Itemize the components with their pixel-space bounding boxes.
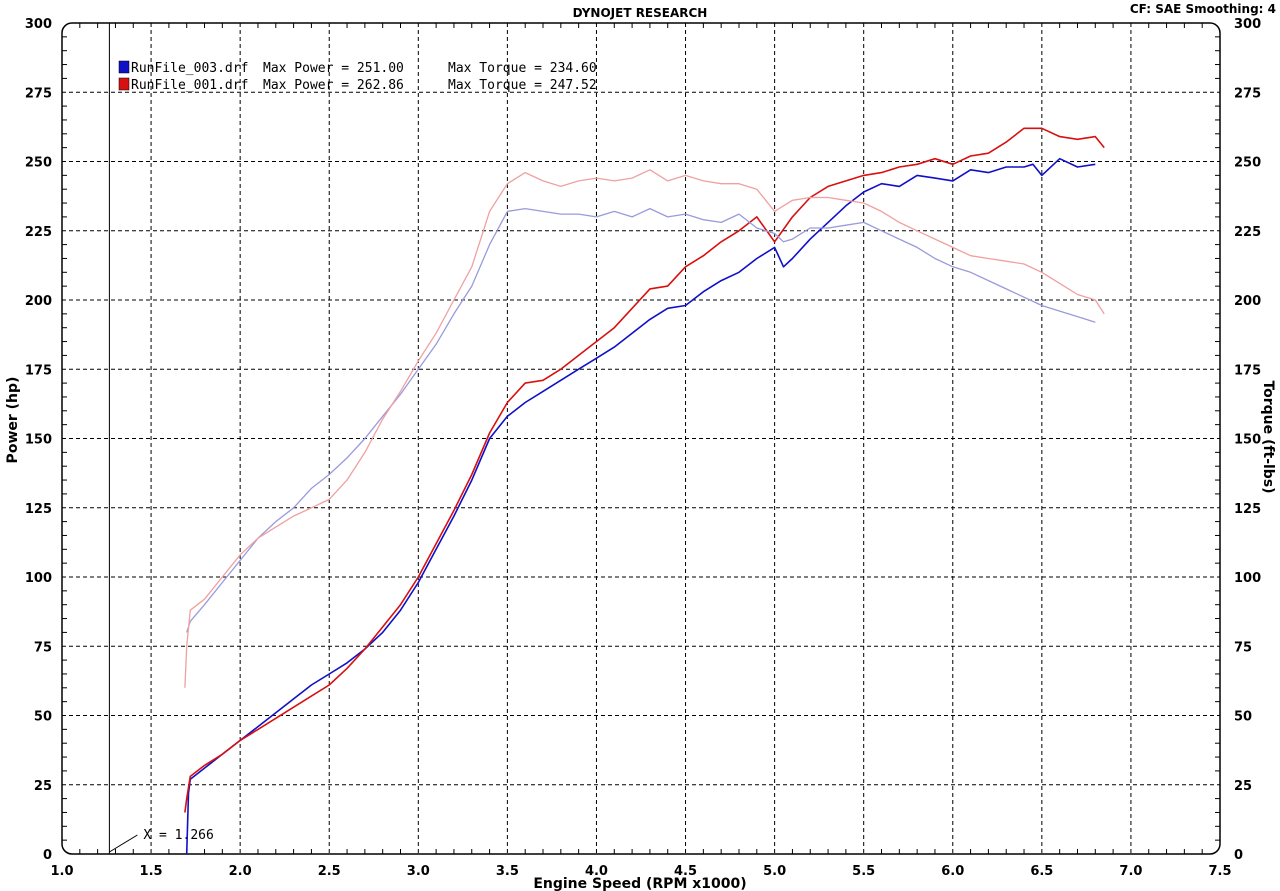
legend-swatch-2 <box>118 77 130 91</box>
x-tick-label: 4.5 <box>674 864 697 879</box>
x-tick-label: 1.0 <box>50 864 73 879</box>
y2-tick-label: 275 <box>1234 86 1261 101</box>
series-line-torque-003 <box>186 207 1096 633</box>
legend-torque-2: Max Torque = 247.52 <box>448 78 597 93</box>
series-line-power-003 <box>185 157 1096 855</box>
x-tick-label: 7.5 <box>1208 864 1231 879</box>
y-tick-label: 150 <box>25 433 52 448</box>
legend-file-1: RunFile_003.drf <box>131 61 248 76</box>
legend-power-1: Max Power = 251.00 <box>263 61 404 76</box>
y2-tick-label: 0 <box>1234 848 1243 863</box>
y-tick-label: 100 <box>25 571 52 586</box>
cursor-readout: X = 1.266 <box>143 828 213 843</box>
y2-tick-label: 250 <box>1234 156 1261 171</box>
x-tick-label: 6.5 <box>1030 864 1053 879</box>
y-tick-label: 25 <box>34 779 52 794</box>
y-tick-label: 200 <box>25 294 52 309</box>
x-tick-label: 2.0 <box>229 864 252 879</box>
legend-file-2: RunFile_001.drf <box>131 78 248 93</box>
y2-tick-label: 125 <box>1234 502 1261 517</box>
legend-entry-1[interactable]: RunFile_003.drf Max Power = 251.00 Max T… <box>118 60 597 76</box>
y-tick-label: 125 <box>25 502 52 517</box>
y-tick-label: 250 <box>25 156 52 171</box>
x-tick-label: 1.5 <box>140 864 163 879</box>
series-line-power-001 <box>184 127 1105 813</box>
y2-tick-label: 100 <box>1234 571 1261 586</box>
y-tick-label: 225 <box>25 225 52 240</box>
x-tick-label: 5.5 <box>852 864 875 879</box>
plot-frame <box>61 22 1221 855</box>
y-tick-label: 0 <box>43 848 52 863</box>
series-line-torque-001 <box>184 169 1105 688</box>
x-tick-label: 2.5 <box>318 864 341 879</box>
y2-tick-label: 175 <box>1234 363 1261 378</box>
y-tick-label: 75 <box>34 640 52 655</box>
y2-tick-label: 225 <box>1234 225 1261 240</box>
y2-tick-label: 25 <box>1234 779 1252 794</box>
legend-torque-1: Max Torque = 234.60 <box>448 61 597 76</box>
cursor-group: X = 1.266 <box>108 23 214 854</box>
y-tick-label: 50 <box>34 710 52 725</box>
y-tick-label: 275 <box>25 86 52 101</box>
y2-tick-label: 300 <box>1234 17 1261 32</box>
y-axis-label: Power (hp) <box>5 377 21 464</box>
y2-axis-label: Torque (ft-lbs) <box>1260 380 1276 493</box>
legend-entry-2[interactable]: RunFile_001.drf Max Power = 262.86 Max T… <box>118 77 597 93</box>
series-group <box>184 127 1105 855</box>
x-tick-label: 5.0 <box>763 864 786 879</box>
y-tick-label: 175 <box>25 363 52 378</box>
y2-tick-label: 50 <box>1234 710 1252 725</box>
x-tick-label: 6.0 <box>941 864 964 879</box>
y2-tick-label: 150 <box>1234 433 1261 448</box>
legend-swatch-1 <box>118 60 130 74</box>
x-tick-label: 3.5 <box>496 864 519 879</box>
settings-label: CF: SAE Smoothing: 4 <box>1130 2 1276 16</box>
y-tick-label: 300 <box>25 17 52 32</box>
legend-power-2: Max Power = 262.86 <box>263 78 404 93</box>
ticks: 1.0 1.5 2.0 2.5 3.0 3.5 4.0 4.5 5.0 5.5 6.0 6.5 7.0 7… <box>25 17 1261 879</box>
grid <box>62 23 1220 854</box>
x-axis-label: Engine Speed (RPM x1000) <box>533 876 746 891</box>
legend: RunFile_003.drf Max Power = 251.00 Max T… <box>118 60 597 93</box>
x-tick-label: 7.0 <box>1119 864 1142 879</box>
chart-title: DYNOJET RESEARCH <box>573 6 708 20</box>
y2-tick-label: 75 <box>1234 640 1252 655</box>
x-tick-label: 3.0 <box>407 864 430 879</box>
cursor-leader <box>109 834 138 853</box>
x-tick-label: 4.0 <box>585 864 608 879</box>
y2-tick-label: 200 <box>1234 294 1261 309</box>
